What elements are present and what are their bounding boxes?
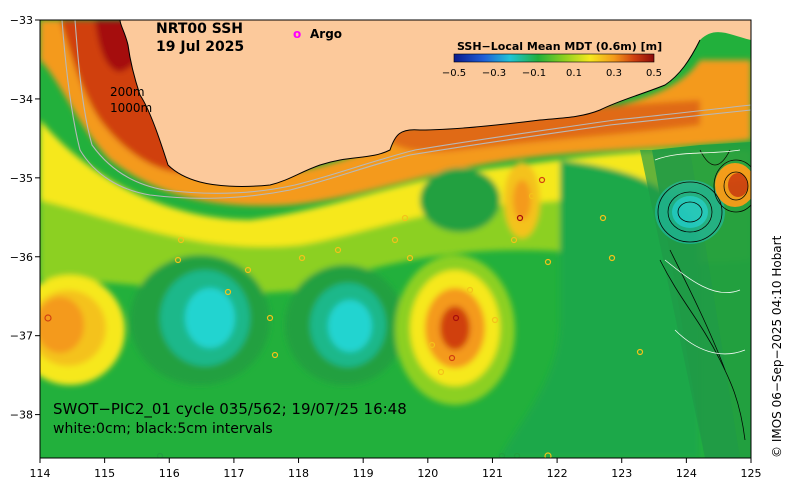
lon-tick-label: 121 xyxy=(482,467,503,480)
colorbar-tick-label: −0.3 xyxy=(482,68,506,79)
colorbar: SSH−Local Mean MDT (0.6m) [m] −0.5 −0.3 −0… xyxy=(442,40,662,79)
colorbar-tick-label: 0.5 xyxy=(646,68,662,79)
lon-tick-label: 115 xyxy=(94,467,115,480)
lat-tick-label: −34 xyxy=(10,93,33,106)
swot-pass-info: SWOT−PIC2_01 cycle 035/562; 19/07/25 16:… xyxy=(53,400,407,419)
colorbar-tick-label: −0.1 xyxy=(522,68,546,79)
colorbar-tick-label: 0.3 xyxy=(606,68,622,79)
float-markers xyxy=(44,176,644,458)
colorbar-tick-label: 0.1 xyxy=(566,68,582,79)
latitude-axis: −33 −34 −35 −36 −37 −38 xyxy=(10,14,40,422)
lon-tick-label: 116 xyxy=(159,467,180,480)
ssh-field xyxy=(40,20,751,458)
lon-tick-label: 125 xyxy=(741,467,762,480)
lon-tick-label: 114 xyxy=(30,467,51,480)
swot-swath xyxy=(640,142,751,458)
colorbar-title: SSH−Local Mean MDT (0.6m) [m] xyxy=(457,40,662,53)
lon-tick-label: 122 xyxy=(547,467,568,480)
lat-tick-label: −38 xyxy=(10,409,33,422)
isobath-label-1000: 1000m xyxy=(110,101,152,115)
lon-tick-label: 123 xyxy=(611,467,632,480)
lon-tick-label: 117 xyxy=(223,467,244,480)
colorbar-tick-label: −0.5 xyxy=(442,68,466,79)
isobaths xyxy=(61,20,751,199)
lon-tick-label: 124 xyxy=(676,467,697,480)
lon-tick-label: 120 xyxy=(417,467,438,480)
lon-tick-label: 119 xyxy=(353,467,374,480)
lat-tick-label: −37 xyxy=(10,330,33,343)
product-title: NRT00 SSH xyxy=(156,21,243,37)
lon-tick-label: 118 xyxy=(288,467,309,480)
lat-tick-label: −33 xyxy=(10,14,33,27)
contour-info: white:0cm; black:5cm intervals xyxy=(53,421,273,437)
argo-symbol: o xyxy=(293,27,301,41)
plot-frame xyxy=(39,19,752,459)
lat-tick-label: −36 xyxy=(10,251,33,264)
lat-tick-label: −35 xyxy=(10,172,33,185)
isobath-label-200: 200m xyxy=(110,85,145,99)
argo-label: Argo xyxy=(310,27,342,41)
longitude-axis: 114 115 116 117 118 119 120 121 122 123 124 125 xyxy=(30,458,762,480)
imos-credit: © IMOS 06−Sep−2025 04:10 Hobart xyxy=(770,235,784,458)
date-title: 19 Jul 2025 xyxy=(156,39,244,55)
